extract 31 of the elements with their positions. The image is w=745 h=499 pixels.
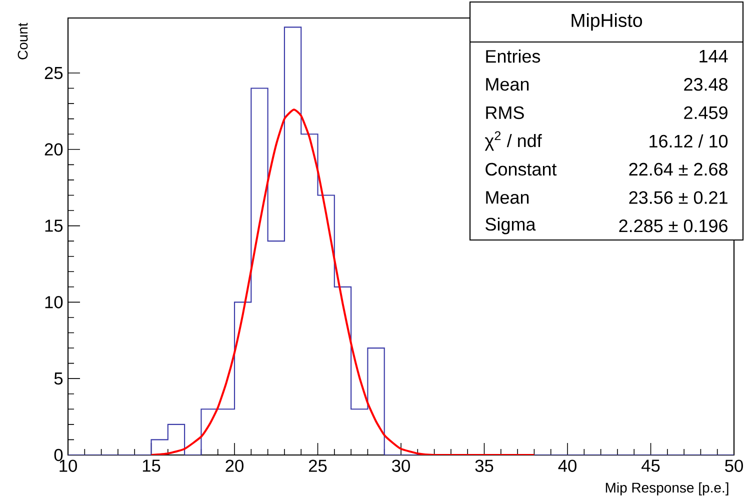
annotation: 23.48: [684, 78, 728, 91]
annotation: 22.64 ± 2.68: [629, 162, 728, 176]
annotation: 144: [700, 50, 728, 62]
annotation: Entries: [486, 50, 540, 63]
x-tick-label: 30: [392, 460, 410, 472]
x-tick-label: 20: [226, 460, 244, 472]
annotation: Mean: [486, 191, 529, 204]
chart-title: MipHisto: [572, 13, 642, 31]
y-tick-label: 15: [45, 220, 63, 232]
x-tick-label: 25: [308, 460, 327, 472]
annotation: Mean: [486, 78, 529, 91]
x-tick-label: 35: [475, 460, 494, 472]
x-axis-title: Mip Response [p.e.]: [606, 482, 728, 496]
x-tick-label: 40: [558, 460, 576, 472]
y-tick-label: 20: [44, 143, 63, 156]
x-tick-label: 15: [142, 460, 160, 472]
x-tick-label: 50: [725, 460, 743, 472]
x-tick-label: 45: [642, 460, 660, 472]
annotation: RMS: [486, 106, 524, 120]
y-tick-label: 10: [45, 296, 63, 308]
y-tick-label: 5: [54, 372, 63, 385]
annotation: Constant: [486, 162, 557, 176]
annotation: 23.56 ± 0.21: [629, 191, 728, 204]
annotation: 2.285 ± 0.196: [619, 219, 728, 232]
y-axis-title: Count: [18, 22, 28, 60]
annotation: Sigma: [486, 217, 536, 234]
annotation: 2.459: [684, 106, 728, 120]
annotation: χ$^{2}$ / ndf: [484, 131, 542, 151]
y-tick-label: 25: [44, 66, 63, 80]
y-tick-label: 0: [54, 448, 63, 462]
annotation: 16.12 / 10: [650, 134, 728, 148]
